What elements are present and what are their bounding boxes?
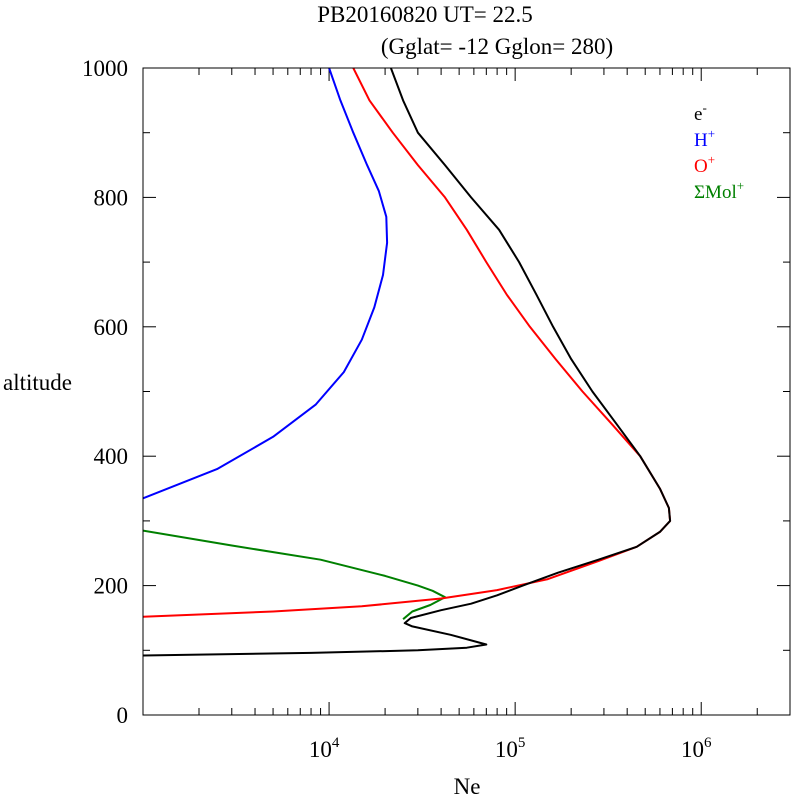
series-line-electron: [143, 68, 672, 657]
series-line-molecular-ion: [143, 529, 446, 620]
y-tick-labels: 0 200 400 600 800 1000: [82, 56, 128, 728]
legend: e-H+O+ΣMol+: [694, 100, 744, 203]
y-axis-label: altitude: [3, 370, 72, 395]
series-line-hydrogen-ion: [143, 68, 389, 500]
y-tick-label: 200: [94, 574, 129, 599]
x-tick-label: 104: [309, 735, 340, 762]
y-tick-label: 400: [94, 444, 129, 469]
legend-entry: e-: [694, 100, 707, 125]
y-tick-label: 1000: [82, 56, 128, 81]
legend-entry: O+: [694, 152, 715, 177]
legend-entry: ΣMol+: [694, 178, 744, 203]
axis-ticks: [142, 67, 791, 716]
y-tick-label: 800: [94, 185, 129, 210]
series-line-oxygen-ion: [143, 68, 672, 618]
x-tick-labels: 104 105 106: [309, 735, 712, 762]
chart-title: PB20160820 UT= 22.5: [317, 2, 533, 27]
x-tick-label: 106: [681, 735, 712, 762]
y-tick-label: 600: [94, 315, 129, 340]
x-tick-label: 105: [495, 735, 526, 762]
series-group: [143, 68, 672, 657]
legend-entry: H+: [694, 126, 715, 151]
plot-frame: [142, 67, 791, 716]
chart-subtitle: (Gglat= -12 Gglon= 280): [381, 34, 613, 59]
y-tick-label: 0: [117, 703, 129, 728]
x-axis-label: Ne: [454, 774, 481, 796]
